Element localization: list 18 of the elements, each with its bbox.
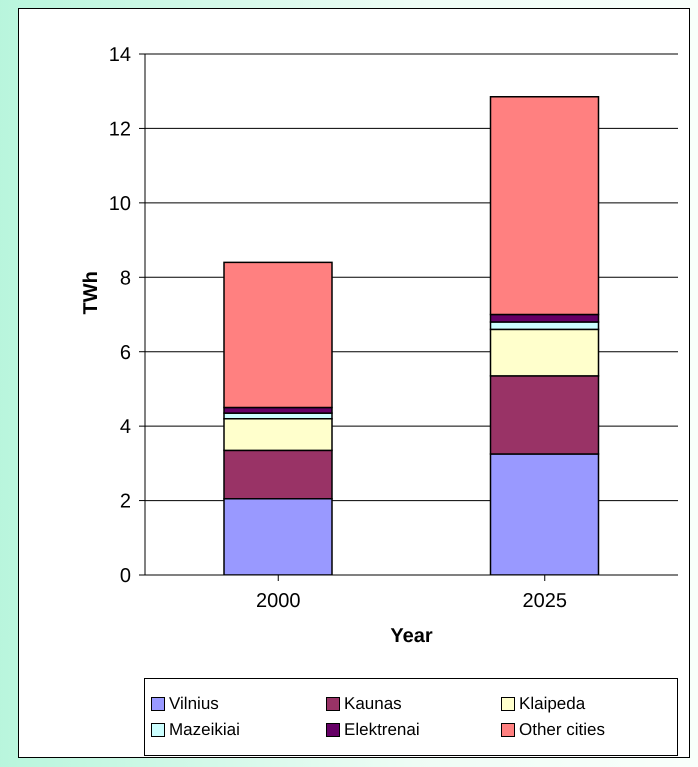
legend-label: Vilnius bbox=[169, 694, 219, 714]
y-tick-label: 0 bbox=[120, 565, 131, 588]
legend-label: Kaunas bbox=[344, 694, 402, 714]
legend-label: Other cities bbox=[519, 720, 605, 740]
x-tick-label: 2000 bbox=[256, 590, 300, 612]
y-tick-label: 14 bbox=[108, 44, 131, 66]
y-tick-label: 2 bbox=[120, 490, 131, 513]
y-tick-label: 8 bbox=[120, 267, 131, 290]
legend-label: Mazeikiai bbox=[169, 720, 240, 740]
y-tick-label: 4 bbox=[120, 416, 131, 438]
y-tick-label: 12 bbox=[108, 118, 131, 141]
x-axis-title: Year bbox=[390, 625, 433, 647]
y-axis-title: TWh bbox=[80, 271, 102, 314]
y-tick-label: 6 bbox=[120, 342, 131, 364]
y-tick-label: 10 bbox=[108, 192, 131, 215]
legend-label: Elektrenai bbox=[344, 720, 420, 740]
x-tick-label: 2025 bbox=[522, 590, 567, 612]
legend-label: Klaipeda bbox=[519, 694, 586, 714]
